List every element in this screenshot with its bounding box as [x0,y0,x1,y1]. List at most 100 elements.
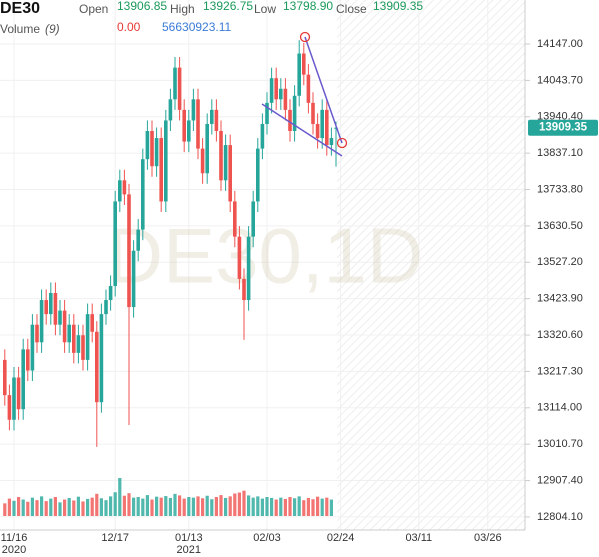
y-tick-label: 12804.10 [537,511,583,523]
y-tick-label: 14147.00 [537,38,583,50]
volume-bar [17,497,21,516]
volume-bar [109,496,113,516]
value: 13926.75 [203,0,253,13]
price-tag-text: 13909.35 [539,122,588,134]
volume-bar [145,495,149,516]
candle-body [200,148,205,174]
volume-bar [95,493,99,516]
candle-body [154,138,159,167]
y-tick-label: 13010.70 [537,438,583,450]
candle-body [113,201,117,286]
candle-body [334,127,338,129]
candle-body [53,292,58,325]
x-tick-label: 11/16 [1,532,28,544]
candle-body [288,109,292,132]
volume-bar [132,497,136,516]
label: Open [79,2,108,16]
candle-body [205,123,209,174]
candle-body [329,138,334,146]
volume-bar [3,503,7,516]
anchor-point [299,31,311,43]
volume-bar [72,500,76,516]
candle-body [274,78,278,100]
candle-body [265,102,269,124]
volume-bar [283,498,287,516]
y-tick-label: 12907.40 [537,474,583,486]
candle-body [196,99,200,149]
candle-body [35,324,39,343]
candle-body [228,145,232,202]
candle-body [104,300,108,315]
y-tick-label: 14043.70 [537,74,583,86]
candle-body [136,229,140,251]
candle-body [325,109,329,146]
watermark: DE30,1D [107,212,424,300]
candle-body [269,78,274,103]
candle-body [7,395,12,420]
volume-bar [316,496,320,516]
y-tick-label: 13630.50 [537,220,583,232]
anchor-point [336,137,348,149]
candle-body [67,324,71,343]
volume-bar [44,501,48,516]
volume-bar [7,498,11,516]
candle-body [39,300,44,343]
candle-body [182,109,186,142]
label: Low [254,2,276,16]
candle-body [76,335,81,353]
x-tick-label: 03/11 [405,532,432,544]
volume-bar [297,496,301,516]
y-tick-label: 13527.20 [537,256,583,268]
volume-bar [256,496,260,516]
volume-bar [164,496,168,516]
volume-bar [49,498,53,516]
volume-bar [325,497,329,516]
trend-line [261,103,343,157]
candle-body [173,67,177,100]
y-tick-label: 13837.10 [537,147,583,159]
candle-body [315,123,320,139]
volume-bar [26,501,30,516]
x-tick-label: 01/13 [175,532,203,544]
volume-bar [270,497,274,516]
volume-bar [118,478,122,516]
candle-body [108,285,113,301]
volume-bar [237,492,241,516]
volume-bar [228,496,232,516]
candle-body [283,88,288,110]
volume-bar [210,499,214,516]
volume-bar [58,502,62,516]
candle-body [237,236,242,279]
volume-bar [320,498,324,516]
x-tick-label: 02/24 [327,532,355,544]
candle-body [58,310,62,325]
candle-body [131,250,136,308]
value: 13798.90 [283,0,333,13]
volume-bar [247,495,251,516]
volume-bar [173,493,177,516]
value: 13909.35 [373,0,423,13]
volume-bar [274,499,278,516]
x-tick-label: 12/17 [101,532,129,544]
volume-bar [30,497,34,516]
marks [3,40,338,516]
trend-line [304,36,343,144]
x-tick-label: 02/03 [253,532,281,544]
candle-body [233,201,237,237]
volume-bar [191,497,195,516]
candle-body [191,99,196,121]
volume-period: (9) [45,22,60,36]
volume-bar [182,498,186,516]
candle-body [164,120,168,202]
volume-bar [311,499,315,516]
volume-bar [288,497,292,516]
volume-bar [293,498,297,516]
candle-body [141,159,145,230]
symbol: DE30 [0,0,40,17]
candle-body [30,324,35,371]
candle-body [279,88,283,100]
x-tick-label: 03/26 [474,532,502,544]
y-tick-label: 13320.60 [537,329,583,341]
value: 13906.85 [117,0,167,13]
